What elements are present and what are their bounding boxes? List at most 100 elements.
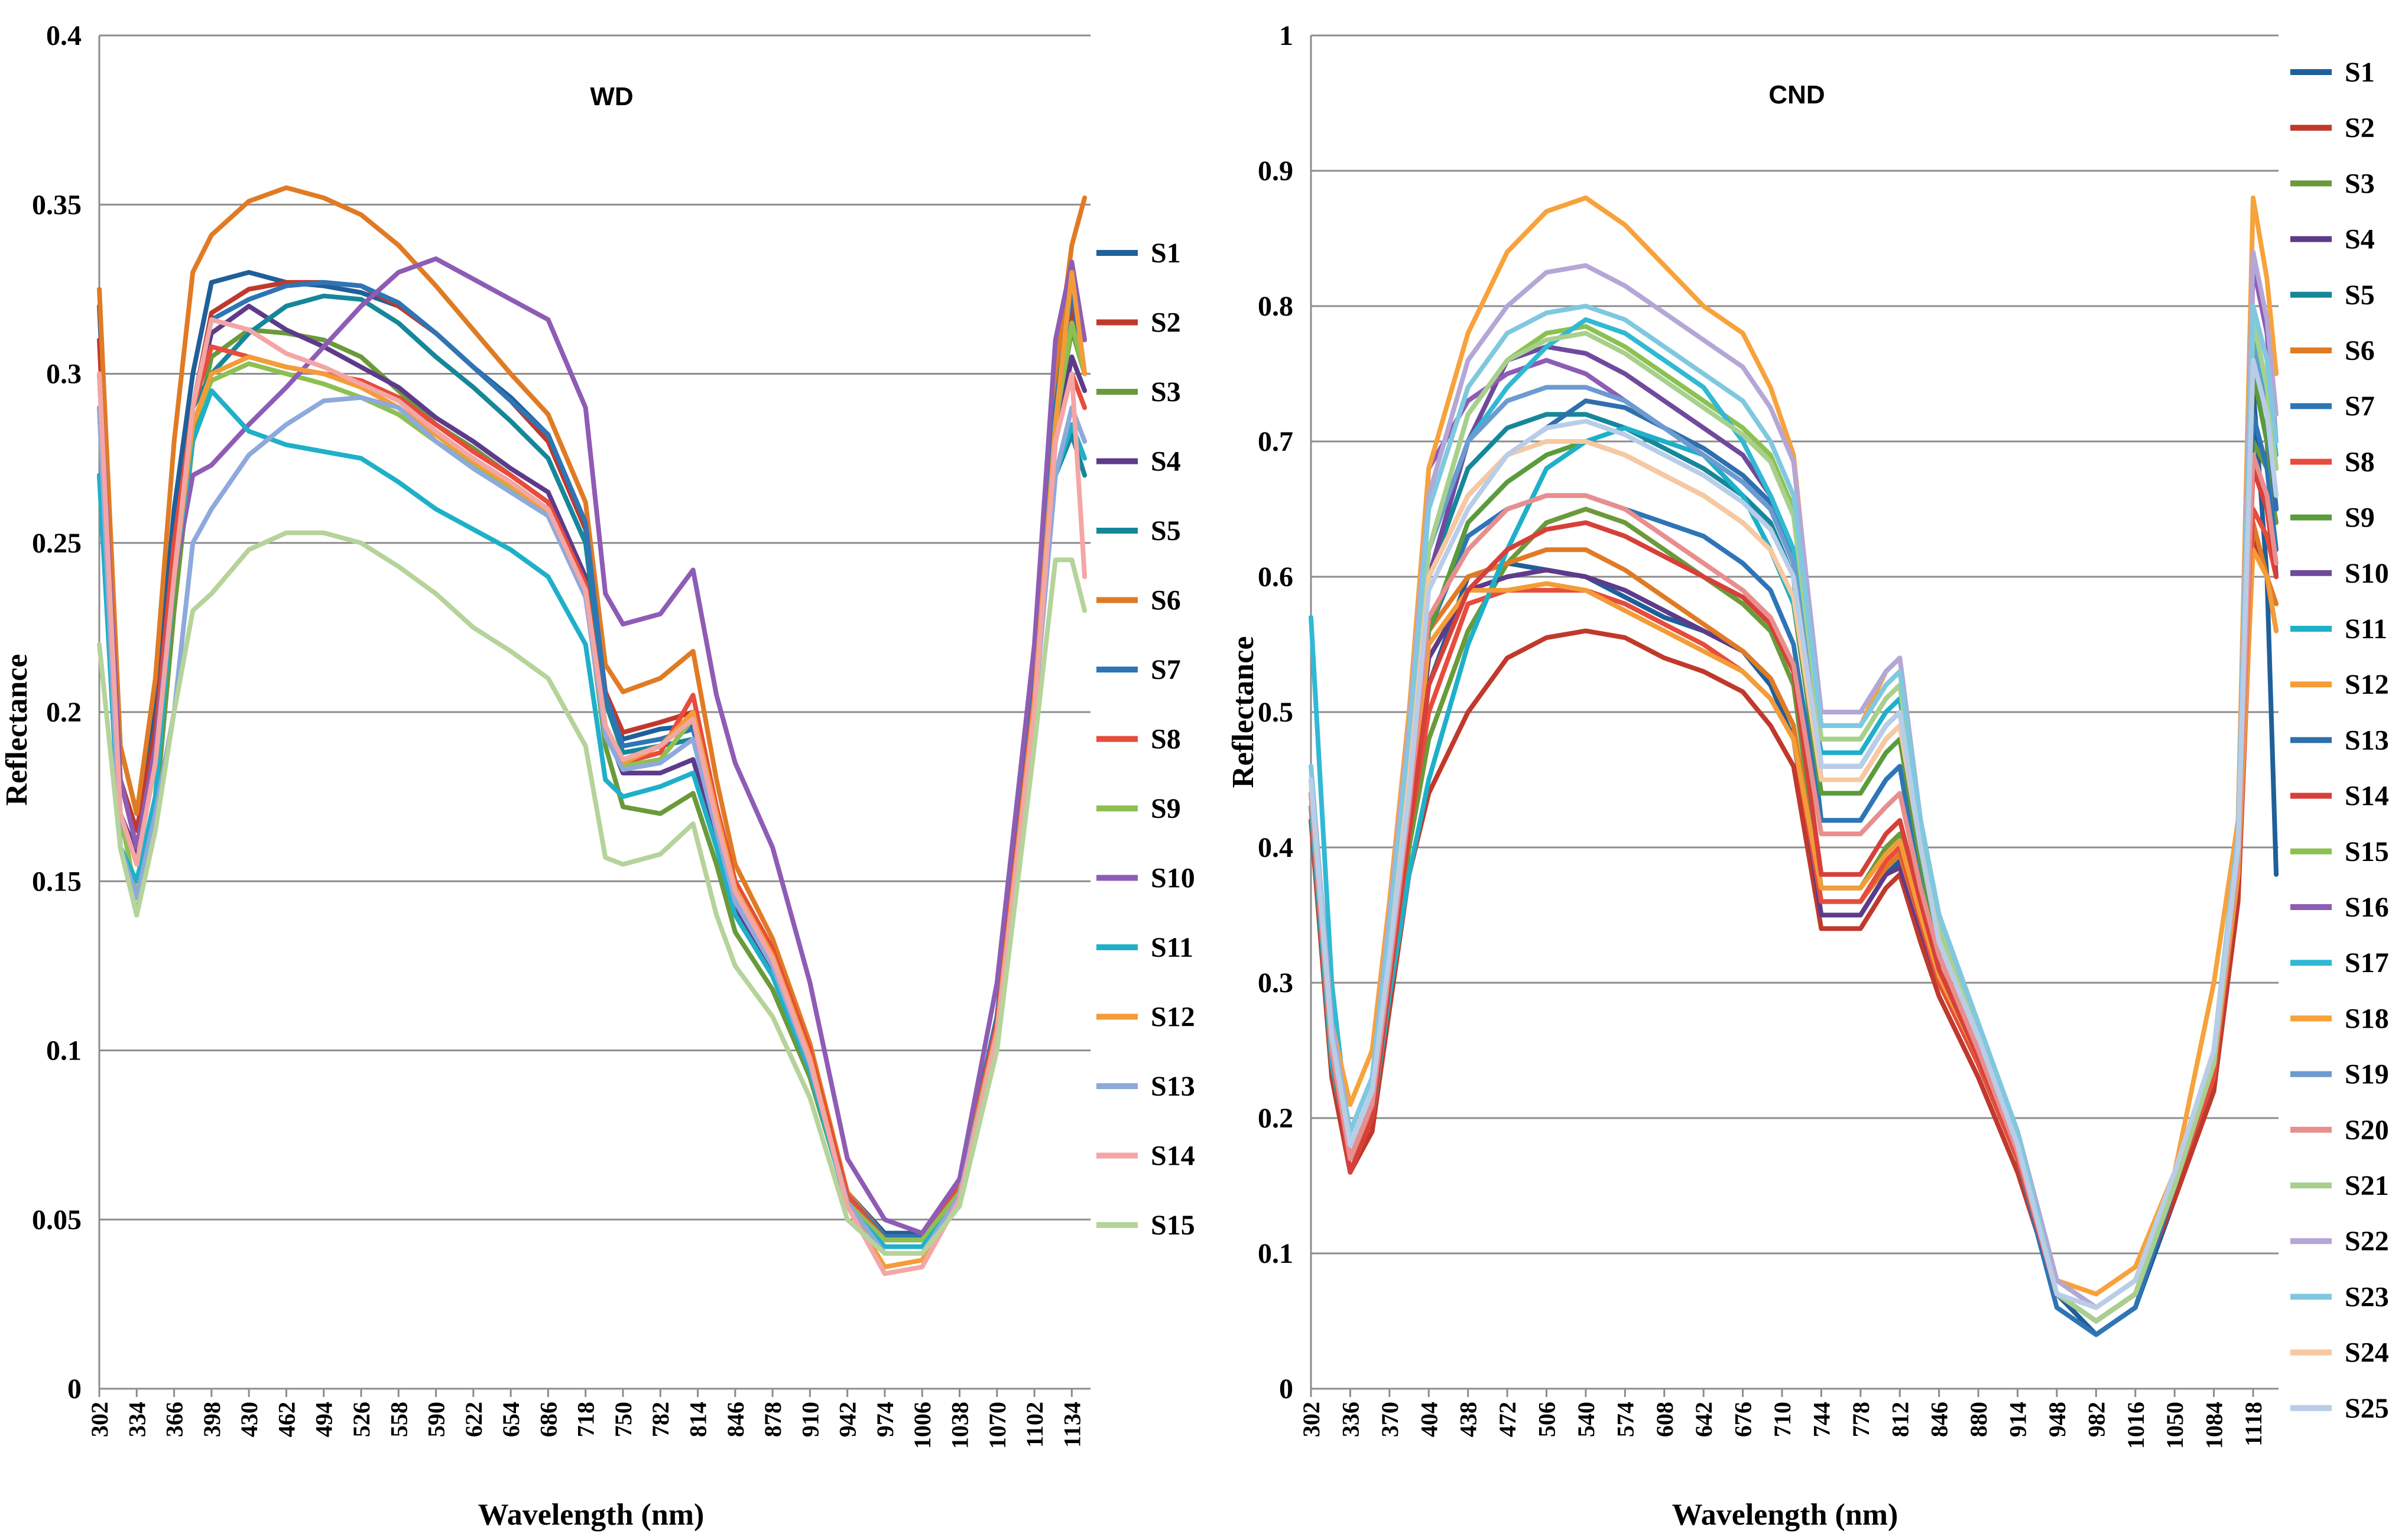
cnd-x-tick-label: 948 <box>2044 1402 2070 1437</box>
cnd-y-tick-label: 0.6 <box>1258 561 1293 593</box>
cnd-y-tick-label: 0.5 <box>1258 697 1293 728</box>
cnd-x-tick-label: 710 <box>1769 1402 1796 1437</box>
chart-cnd: 0 0.1 0.2 0.3 0.4 0.5 0.6 0.7 0.8 0.9 1 302 336 370 4… <box>1226 20 2389 1532</box>
cnd-y-tick-label: 0.1 <box>1258 1238 1293 1269</box>
wd-x-tick-label: 494 <box>311 1402 337 1437</box>
wd-series-s11 <box>97 388 1088 1249</box>
wd-x-axis-label: Wavelength (nm) <box>478 1498 705 1532</box>
wd-legend-label: S11 <box>1151 932 1193 963</box>
cnd-legend-label: S10 <box>2345 558 2389 589</box>
cnd-x-tick-label: 744 <box>1808 1402 1835 1437</box>
cnd-x-tick-label: 404 <box>1416 1402 1442 1437</box>
wd-series-s10 <box>97 256 1088 1236</box>
cnd-x-tick-label: 812 <box>1887 1402 1913 1437</box>
wd-x-tick-label: 686 <box>535 1402 562 1437</box>
wd-x-tick-label: 1102 <box>1021 1402 1048 1448</box>
wd-series-s1 <box>97 269 1088 1236</box>
cnd-legend-label: S4 <box>2345 224 2375 255</box>
cnd-y-axis-label: Reflectance <box>1226 636 1260 788</box>
cnd-legend-label: S12 <box>2345 669 2389 700</box>
wd-x-tick-label: 590 <box>423 1402 450 1437</box>
wd-series-s13 <box>97 395 1088 1256</box>
wd-legend-label: S5 <box>1151 515 1181 547</box>
wd-legend-label: S12 <box>1151 1002 1195 1033</box>
wd-x-tick-label: 558 <box>385 1402 412 1437</box>
wd-legend-label: S6 <box>1151 585 1181 616</box>
cnd-y-ticks: 0 0.1 0.2 0.3 0.4 0.5 0.6 0.7 0.8 0.9 1 <box>1258 20 1293 1405</box>
cnd-y-tick-label: 0.7 <box>1258 426 1293 457</box>
wd-y-tick-label: 0.4 <box>46 20 82 51</box>
cnd-x-tick-label: 1118 <box>2240 1402 2267 1447</box>
cnd-x-tick-label: 302 <box>1298 1402 1325 1437</box>
cnd-x-tick-label: 1084 <box>2201 1402 2228 1449</box>
wd-x-tick-label: 1038 <box>947 1402 973 1449</box>
cnd-series-s8 <box>1309 506 2279 1324</box>
wd-x-tick-label: 942 <box>835 1402 861 1437</box>
cnd-x-axis-label: Wavelength (nm) <box>1672 1498 1898 1532</box>
wd-x-tick-label: 334 <box>124 1402 150 1437</box>
wd-x-tick-label: 1070 <box>984 1402 1011 1449</box>
cnd-x-tick-label: 472 <box>1494 1402 1521 1437</box>
wd-x-tick-label: 846 <box>722 1402 749 1437</box>
cnd-legend: S1 S2 S3 S4 S5 S6 S7 S8 S9 S10 S11 S12 S13 S14 S15 S16 S… <box>2290 57 2389 1424</box>
wd-x-tick-label: 718 <box>573 1402 599 1437</box>
cnd-legend-label: S24 <box>2345 1337 2389 1369</box>
cnd-x-ticks: 302 336 370 404 438 472 506 540 574 608 642 676 710 7… <box>1298 1389 2267 1449</box>
cnd-x-tick-label: 608 <box>1651 1402 1678 1437</box>
cnd-series-s25 <box>1309 358 2279 1310</box>
cnd-legend-label: S1 <box>2345 57 2375 88</box>
wd-x-tick-label: 462 <box>273 1402 300 1437</box>
cnd-chart-title: CND <box>1768 80 1825 109</box>
wd-x-tick-label: 430 <box>236 1402 262 1437</box>
cnd-legend-label: S14 <box>2345 781 2389 812</box>
cnd-legend-label: S16 <box>2345 892 2389 923</box>
cnd-legend-label: S8 <box>2345 446 2375 477</box>
wd-x-tick-label: 366 <box>161 1402 188 1437</box>
wd-series-lines <box>97 185 1088 1276</box>
cnd-legend-label: S22 <box>2345 1226 2389 1257</box>
cnd-legend-label: S13 <box>2345 724 2389 756</box>
wd-y-tick-label: 0.35 <box>32 189 82 220</box>
cnd-gridlines <box>1311 34 2279 1390</box>
cnd-legend-label: S17 <box>2345 947 2389 979</box>
cnd-x-tick-label: 574 <box>1612 1402 1638 1437</box>
chart-wd: 00.050.10.150.20.250.30.350.4 302 334 366 3… <box>0 20 1195 1532</box>
cnd-x-tick-label: 846 <box>1926 1402 1953 1437</box>
cnd-legend-label: S11 <box>2345 613 2387 645</box>
wd-y-tick-label: 0.3 <box>46 359 82 390</box>
cnd-y-tick-label: 0.3 <box>1258 967 1293 999</box>
wd-x-tick-label: 910 <box>797 1402 823 1437</box>
cnd-legend-label: S6 <box>2345 335 2375 366</box>
wd-x-ticks: 302 334 366 398 430 462 494 526 558 590 622 654 686 7… <box>86 1389 1085 1449</box>
wd-x-tick-label: 526 <box>348 1402 375 1437</box>
cnd-legend-label: S18 <box>2345 1003 2389 1034</box>
wd-legend-label: S9 <box>1151 793 1181 824</box>
wd-x-tick-label: 974 <box>872 1402 898 1437</box>
cnd-legend-label: S9 <box>2345 502 2375 534</box>
wd-legend-label: S4 <box>1151 446 1181 477</box>
wd-y-tick-label: 0.05 <box>32 1204 82 1236</box>
wd-x-tick-label: 622 <box>460 1402 487 1437</box>
cnd-x-tick-label: 914 <box>2005 1402 2031 1437</box>
cnd-legend-label: S7 <box>2345 391 2375 422</box>
cnd-y-tick-label: 0.2 <box>1258 1103 1293 1134</box>
cnd-y-tick-label: 0 <box>1279 1373 1293 1405</box>
cnd-x-tick-label: 982 <box>2083 1402 2109 1437</box>
wd-x-tick-label: 782 <box>647 1402 674 1437</box>
cnd-x-tick-label: 642 <box>1690 1402 1717 1437</box>
wd-series-s15 <box>97 530 1088 1256</box>
wd-legend-label: S7 <box>1151 654 1181 685</box>
cnd-x-tick-label: 438 <box>1455 1402 1482 1437</box>
cnd-y-tick-label: 0.8 <box>1258 291 1293 322</box>
cnd-x-tick-label: 1050 <box>2161 1402 2188 1449</box>
wd-series-s5 <box>97 293 1088 1239</box>
cnd-y-tick-label: 1 <box>1279 20 1293 51</box>
wd-legend-label: S3 <box>1151 376 1181 408</box>
cnd-legend-label: S23 <box>2345 1281 2389 1312</box>
wd-legend-label: S13 <box>1151 1071 1195 1102</box>
cnd-legend-label: S19 <box>2345 1059 2389 1090</box>
cnd-legend-label: S2 <box>2345 112 2375 144</box>
wd-x-tick-label: 1006 <box>909 1402 936 1449</box>
cnd-x-tick-label: 880 <box>1965 1402 1992 1437</box>
wd-legend-label: S1 <box>1151 238 1181 269</box>
